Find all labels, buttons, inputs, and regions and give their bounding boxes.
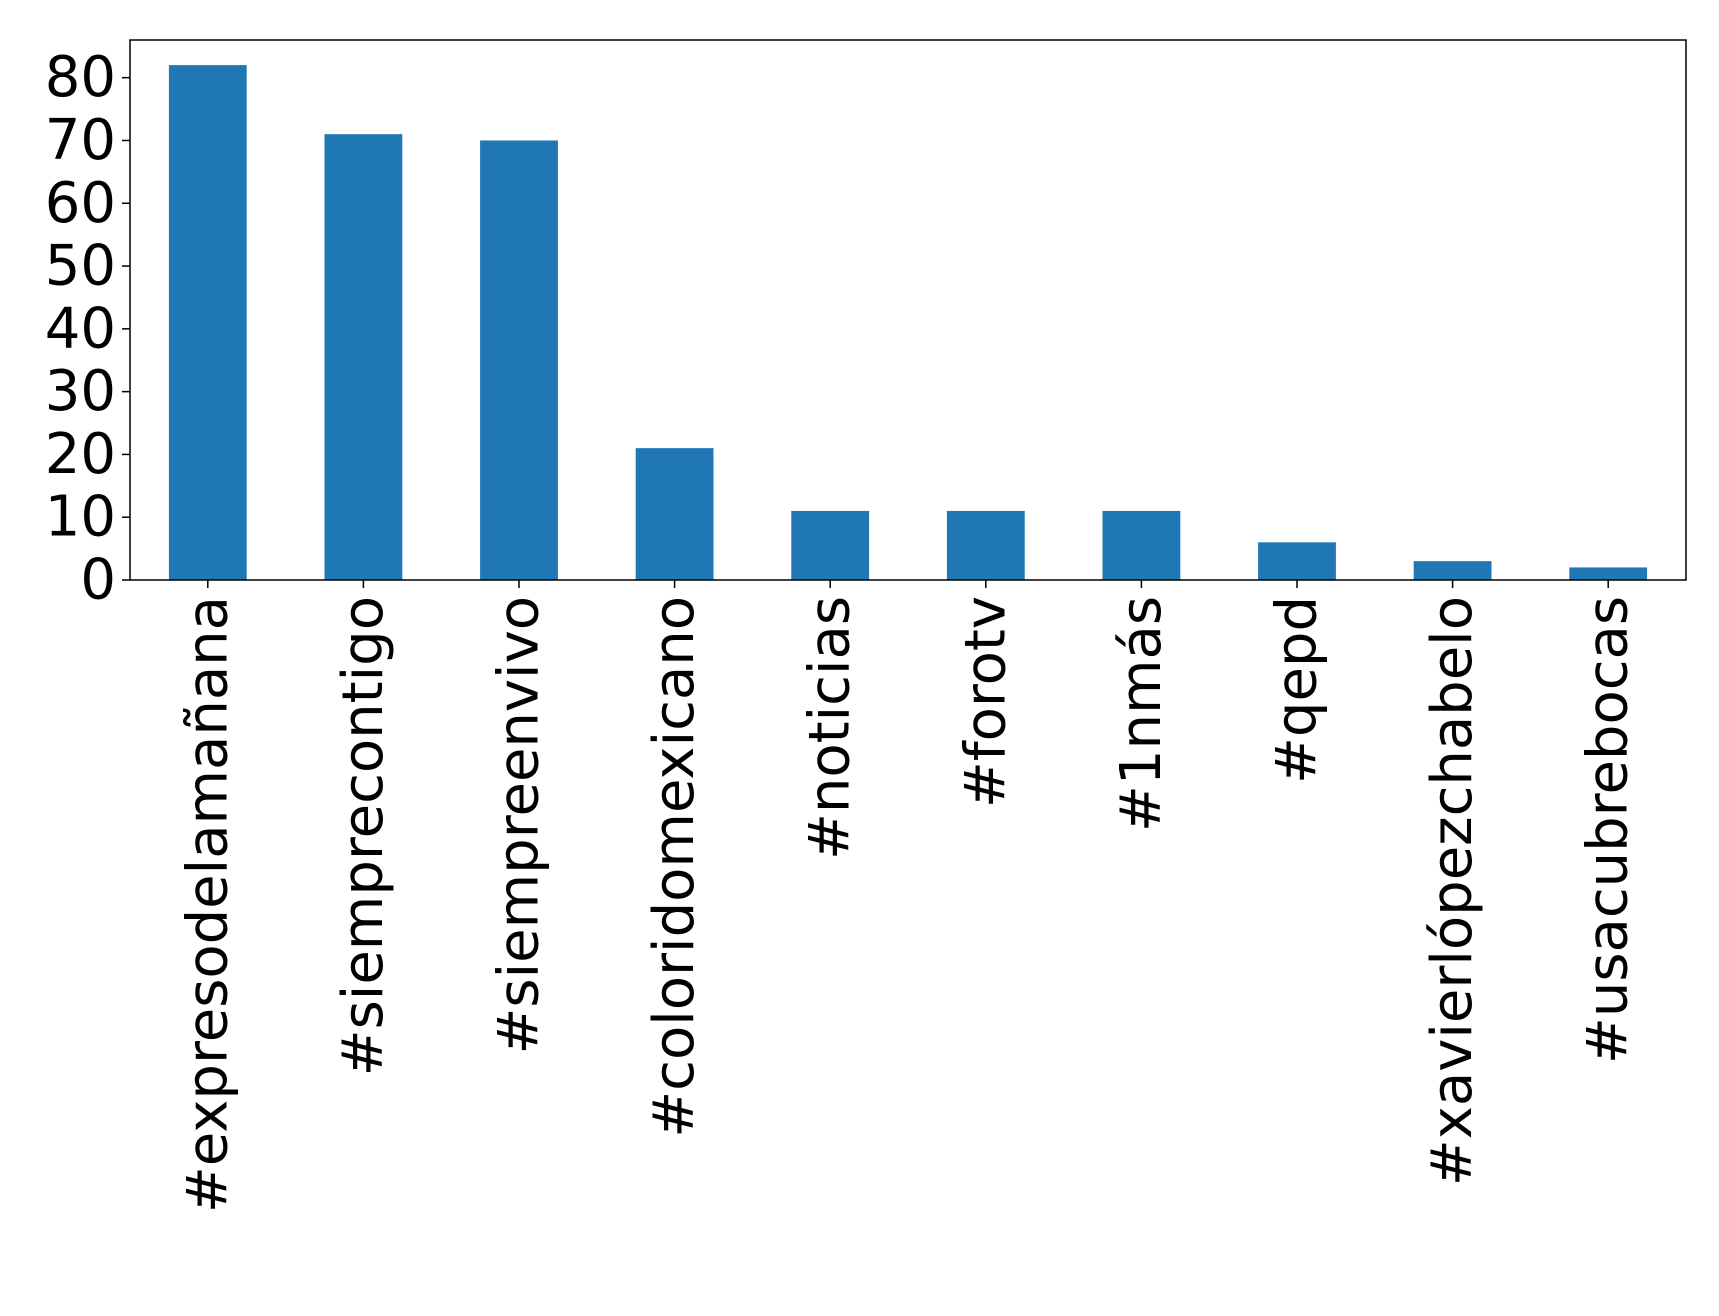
- y-tick-label: 10: [45, 485, 116, 550]
- x-tick-label: #qepd: [1265, 596, 1330, 784]
- x-tick-label: #xavierlópezchabelo: [1420, 596, 1485, 1186]
- x-tick-label: #noticias: [798, 596, 863, 860]
- bar-2: [324, 134, 403, 581]
- bar-1: [168, 65, 247, 581]
- y-tick-label: 20: [45, 422, 116, 487]
- x-tick-label: #forotv: [953, 596, 1018, 808]
- bar-8: [1258, 542, 1336, 580]
- x-tick-label: #expresodelamañana: [175, 596, 240, 1213]
- bar-10: [1569, 567, 1648, 580]
- x-tick-label: #1nmás: [1109, 596, 1174, 832]
- bar-6: [946, 510, 1025, 580]
- x-tick-label: #siemprecontigo: [331, 596, 396, 1076]
- bars-group: [168, 65, 1648, 581]
- x-tick-label: #coloridomexicano: [642, 596, 707, 1138]
- x-tick-label: #usacubrebocas: [1576, 596, 1641, 1064]
- x-tick-label: #siempreenvivo: [487, 596, 552, 1055]
- y-tick-label: 40: [45, 296, 116, 361]
- bar-5: [791, 510, 870, 580]
- y-tick-label: 50: [45, 234, 116, 299]
- y-tick-label: 0: [80, 548, 116, 613]
- y-tick-label: 70: [45, 108, 116, 173]
- bar-4: [635, 448, 714, 580]
- bar-3: [480, 140, 558, 580]
- bar-7: [1102, 510, 1181, 580]
- y-tick-label: 30: [45, 359, 116, 424]
- y-tick-label: 80: [45, 45, 116, 110]
- bar-9: [1413, 561, 1492, 580]
- y-tick-label: 60: [45, 171, 116, 236]
- x-axis: #expresodelamañana #siemprecontigo #siempr…: [175, 580, 1641, 1213]
- plot-area-frame: [129, 39, 1687, 581]
